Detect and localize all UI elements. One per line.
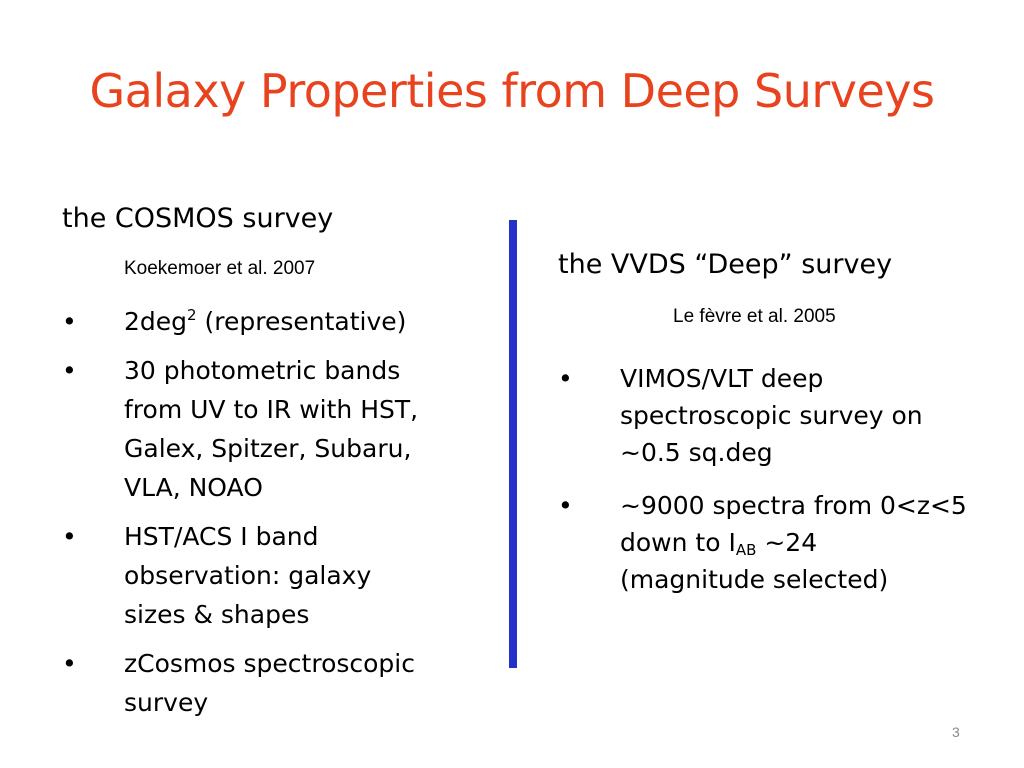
vvds-citation: Le fèvre et al. 2005 bbox=[673, 306, 836, 327]
bullet-line: VIMOS/VLT deep bbox=[620, 364, 824, 393]
bullet-line: sizes & shapes bbox=[124, 600, 310, 629]
list-item: • HST/ACS I band observation: galaxy siz… bbox=[62, 517, 502, 634]
subscript: AB bbox=[735, 541, 757, 559]
bullet-icon: • bbox=[62, 649, 77, 678]
vvds-bullet-list: • VIMOS/VLT deep spectroscopic survey on… bbox=[558, 360, 1008, 608]
bullet-line: zCosmos spectroscopic bbox=[124, 649, 415, 678]
bullet-line: HST/ACS I band bbox=[124, 522, 319, 551]
bullet-line: observation: galaxy bbox=[124, 561, 372, 590]
list-item: • VIMOS/VLT deep spectroscopic survey on… bbox=[558, 360, 1008, 471]
vvds-heading: the VVDS “Deep” survey bbox=[558, 249, 893, 280]
bullet-icon: • bbox=[62, 522, 77, 551]
bullet-line: 30 photometric bands bbox=[124, 356, 401, 385]
list-item: • 2deg2 (representative) bbox=[62, 302, 502, 341]
bullet-line: ~9000 spectra from 0<z<5 bbox=[620, 491, 967, 520]
bullet-line: (magnitude selected) bbox=[620, 565, 889, 594]
page-number: 3 bbox=[952, 724, 960, 740]
list-item: • 30 photometric bands from UV to IR wit… bbox=[62, 351, 502, 507]
bullet-icon: • bbox=[62, 307, 77, 336]
bullet-text: ~24 bbox=[756, 528, 818, 557]
bullet-icon: • bbox=[558, 364, 573, 393]
cosmos-citation: Koekemoer et al. 2007 bbox=[124, 258, 316, 279]
slide-title: Galaxy Properties from Deep Surveys bbox=[89, 64, 935, 118]
cosmos-heading: the COSMOS survey bbox=[62, 203, 334, 234]
bullet-line: spectroscopic survey on bbox=[620, 401, 923, 430]
column-divider bbox=[509, 220, 517, 668]
bullet-line: Galex, Spitzer, Subaru, bbox=[124, 434, 412, 463]
bullet-line: survey bbox=[124, 688, 209, 717]
bullet-icon: • bbox=[558, 491, 573, 520]
bullet-icon: • bbox=[62, 356, 77, 385]
bullet-text: (representative) bbox=[196, 307, 407, 336]
cosmos-bullet-list: • 2deg2 (representative) • 30 photometri… bbox=[62, 302, 502, 732]
bullet-text: down to I bbox=[620, 528, 736, 557]
bullet-line: ~0.5 sq.deg bbox=[620, 438, 773, 467]
superscript: 2 bbox=[187, 306, 197, 324]
bullet-line: VLA, NOAO bbox=[124, 473, 263, 502]
bullet-line: from UV to IR with HST, bbox=[124, 395, 419, 424]
bullet-text: 2deg bbox=[124, 307, 188, 336]
list-item: • ~9000 spectra from 0<z<5 down to IAB ~… bbox=[558, 487, 1008, 598]
list-item: • zCosmos spectroscopic survey bbox=[62, 644, 502, 722]
